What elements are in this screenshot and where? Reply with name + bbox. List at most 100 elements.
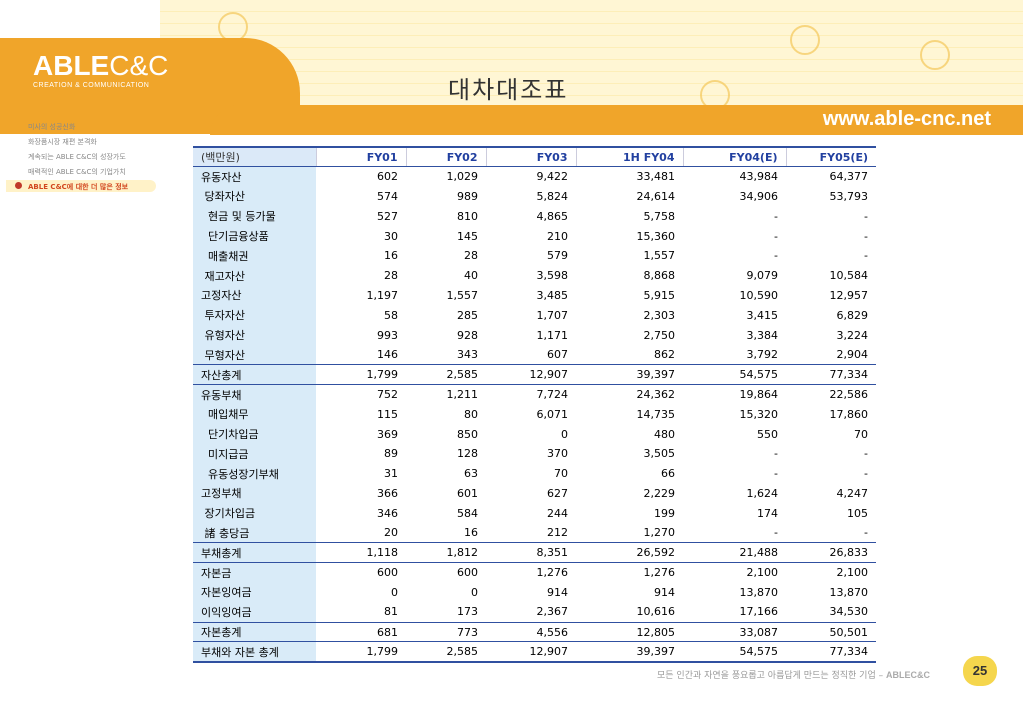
table-cell: 600 <box>406 562 486 583</box>
table-cell: 343 <box>457 348 478 362</box>
table-cell: 30 <box>384 229 398 243</box>
column-header: 1H FY04 <box>575 146 683 168</box>
table-cell: 0 <box>471 585 478 599</box>
sidebar-item[interactable]: 미사의 성공신화 <box>28 123 76 131</box>
company-logo: ABLEC&C CREATION & COMMUNICATION <box>33 50 168 90</box>
table-cell: 8,351 <box>486 542 576 563</box>
row-label: 단기금융상품 <box>193 226 316 246</box>
table-cell: 54,575 <box>683 364 786 385</box>
table-cell: 366 <box>377 486 398 500</box>
table-row: 자본총계 681 773 4,556 12,805 33,087 50,501 <box>193 621 876 642</box>
table-body: 유동자산 602 1,029 9,422 33,481 43,984 64,377 당좌자산… <box>193 166 876 663</box>
table-cell: 1,029 <box>446 170 479 184</box>
table-cell: 600 <box>316 562 406 583</box>
logo-bold-text: ABLE <box>33 50 110 81</box>
sidebar-item[interactable]: 화장품시장 재편 본격화 <box>28 138 97 146</box>
table-cell: 369 <box>377 427 398 441</box>
table-cell: 1,799 <box>316 641 406 663</box>
table-cell: 39,397 <box>576 364 683 385</box>
row-label: 무형자산 <box>193 344 316 365</box>
header-band <box>210 105 1023 135</box>
table-cell: 370 <box>547 447 568 461</box>
table-cell: 607 <box>547 348 568 362</box>
row-label: 재고자산 <box>193 265 316 286</box>
table-cell: 2,229 <box>643 486 676 500</box>
table-cell: 993 <box>377 328 398 342</box>
table-cell: 9,079 <box>746 269 779 283</box>
sidebar-item[interactable]: 계속되는 ABLE C&C의 성장가도 <box>28 153 126 161</box>
table-cell: 584 <box>457 506 478 520</box>
table-cell: 15,360 <box>636 229 676 243</box>
table-cell: 15,320 <box>739 407 779 421</box>
sidebar-nav: 미사의 성공신화 화장품시장 재편 본격화 계속되는 ABLE C&C의 성장가… <box>28 120 128 195</box>
balance-sheet-table: (백만원) FY01 FY02 FY03 1H FY04 FY04(E) FY0… <box>193 146 876 663</box>
table-cell: 1,211 <box>406 384 486 405</box>
table-cell: 3,505 <box>643 447 676 461</box>
sidebar-item[interactable]: 매력적인 ABLE C&C의 기업가치 <box>28 168 126 176</box>
row-label: 유동부채 <box>193 384 316 405</box>
table-cell: 602 <box>377 170 398 184</box>
table-cell: 28 <box>384 269 398 283</box>
table-cell: 13,870 <box>739 585 779 599</box>
row-label: 자본총계 <box>193 621 316 642</box>
table-cell: 1,557 <box>446 288 479 302</box>
table-row: 자본금 600 600 1,276 1,276 2,100 2,100 <box>193 562 876 583</box>
table-row: 유형자산 993 928 1,171 2,750 3,384 3,224 <box>193 325 876 345</box>
page-number: 25 <box>963 656 997 686</box>
table-cell: 40 <box>464 269 478 283</box>
table-cell: 3,384 <box>746 328 779 342</box>
row-label: 현금 및 등가물 <box>193 206 316 227</box>
table-cell: - <box>864 526 868 540</box>
table-cell: 145 <box>457 229 478 243</box>
table-cell: 43,984 <box>739 170 779 184</box>
table-cell: 66 <box>661 467 675 481</box>
table-cell: 1,171 <box>536 328 569 342</box>
table-cell: 550 <box>757 427 778 441</box>
table-cell: 22,586 <box>786 384 876 405</box>
table-cell: 3,485 <box>536 288 569 302</box>
table-cell: 4,865 <box>536 209 569 223</box>
row-label: 자본잉여금 <box>193 582 316 603</box>
table-cell: 4,556 <box>486 621 576 642</box>
table-cell: 64,377 <box>829 170 869 184</box>
table-row: 유동자산 602 1,029 9,422 33,481 43,984 64,377 <box>193 166 876 187</box>
row-label: 미지급금 <box>193 443 316 464</box>
row-label: 장기차입금 <box>193 503 316 524</box>
row-label: 자본금 <box>193 562 316 583</box>
table-cell: 24,614 <box>636 189 676 203</box>
table-cell: - <box>774 467 778 481</box>
table-cell: 8,868 <box>643 269 676 283</box>
table-cell: 6,829 <box>836 308 869 322</box>
table-cell: 146 <box>377 348 398 362</box>
column-header-unit: (백만원) <box>193 146 316 168</box>
table-cell: 2,585 <box>406 641 486 663</box>
table-cell: 773 <box>406 621 486 642</box>
table-row: 고정부채 366 601 627 2,229 1,624 4,247 <box>193 483 876 504</box>
row-label: 유형자산 <box>193 325 316 345</box>
table-row: 諸 충당금 20 16 212 1,270 - - <box>193 523 876 543</box>
table-cell: - <box>864 447 868 461</box>
footer-text: 모든 인간과 자연을 풍요롭고 아름답게 만드는 정직한 기업 – <box>657 671 884 681</box>
table-cell: 33,087 <box>683 621 786 642</box>
table-cell: 1,270 <box>643 526 676 540</box>
table-cell: 210 <box>547 229 568 243</box>
table-cell: - <box>774 229 778 243</box>
table-cell: 26,592 <box>576 542 683 563</box>
table-cell: 10,584 <box>829 269 869 283</box>
flower-decoration-icon <box>790 25 820 55</box>
table-cell: 174 <box>757 506 778 520</box>
row-label: 유동자산 <box>193 166 316 187</box>
sidebar-item-active[interactable]: ABLE C&C에 대한 더 많은 정보 <box>28 183 129 191</box>
table-cell: 39,397 <box>576 641 683 663</box>
table-cell: 914 <box>547 585 568 599</box>
table-row: 장기차입금 346 584 244 199 174 105 <box>193 503 876 524</box>
row-label: 諸 충당금 <box>193 523 316 543</box>
website-url: www.able-cnc.net <box>822 108 991 130</box>
table-cell: 53,793 <box>829 189 869 203</box>
footer-brand: ABLEC&C <box>885 670 930 680</box>
table-cell: 627 <box>547 486 568 500</box>
table-cell: 81 <box>384 605 398 619</box>
table-header-row: (백만원) FY01 FY02 FY03 1H FY04 FY04(E) FY0… <box>193 146 876 168</box>
table-cell: 601 <box>457 486 478 500</box>
table-cell: 12,907 <box>486 364 576 385</box>
